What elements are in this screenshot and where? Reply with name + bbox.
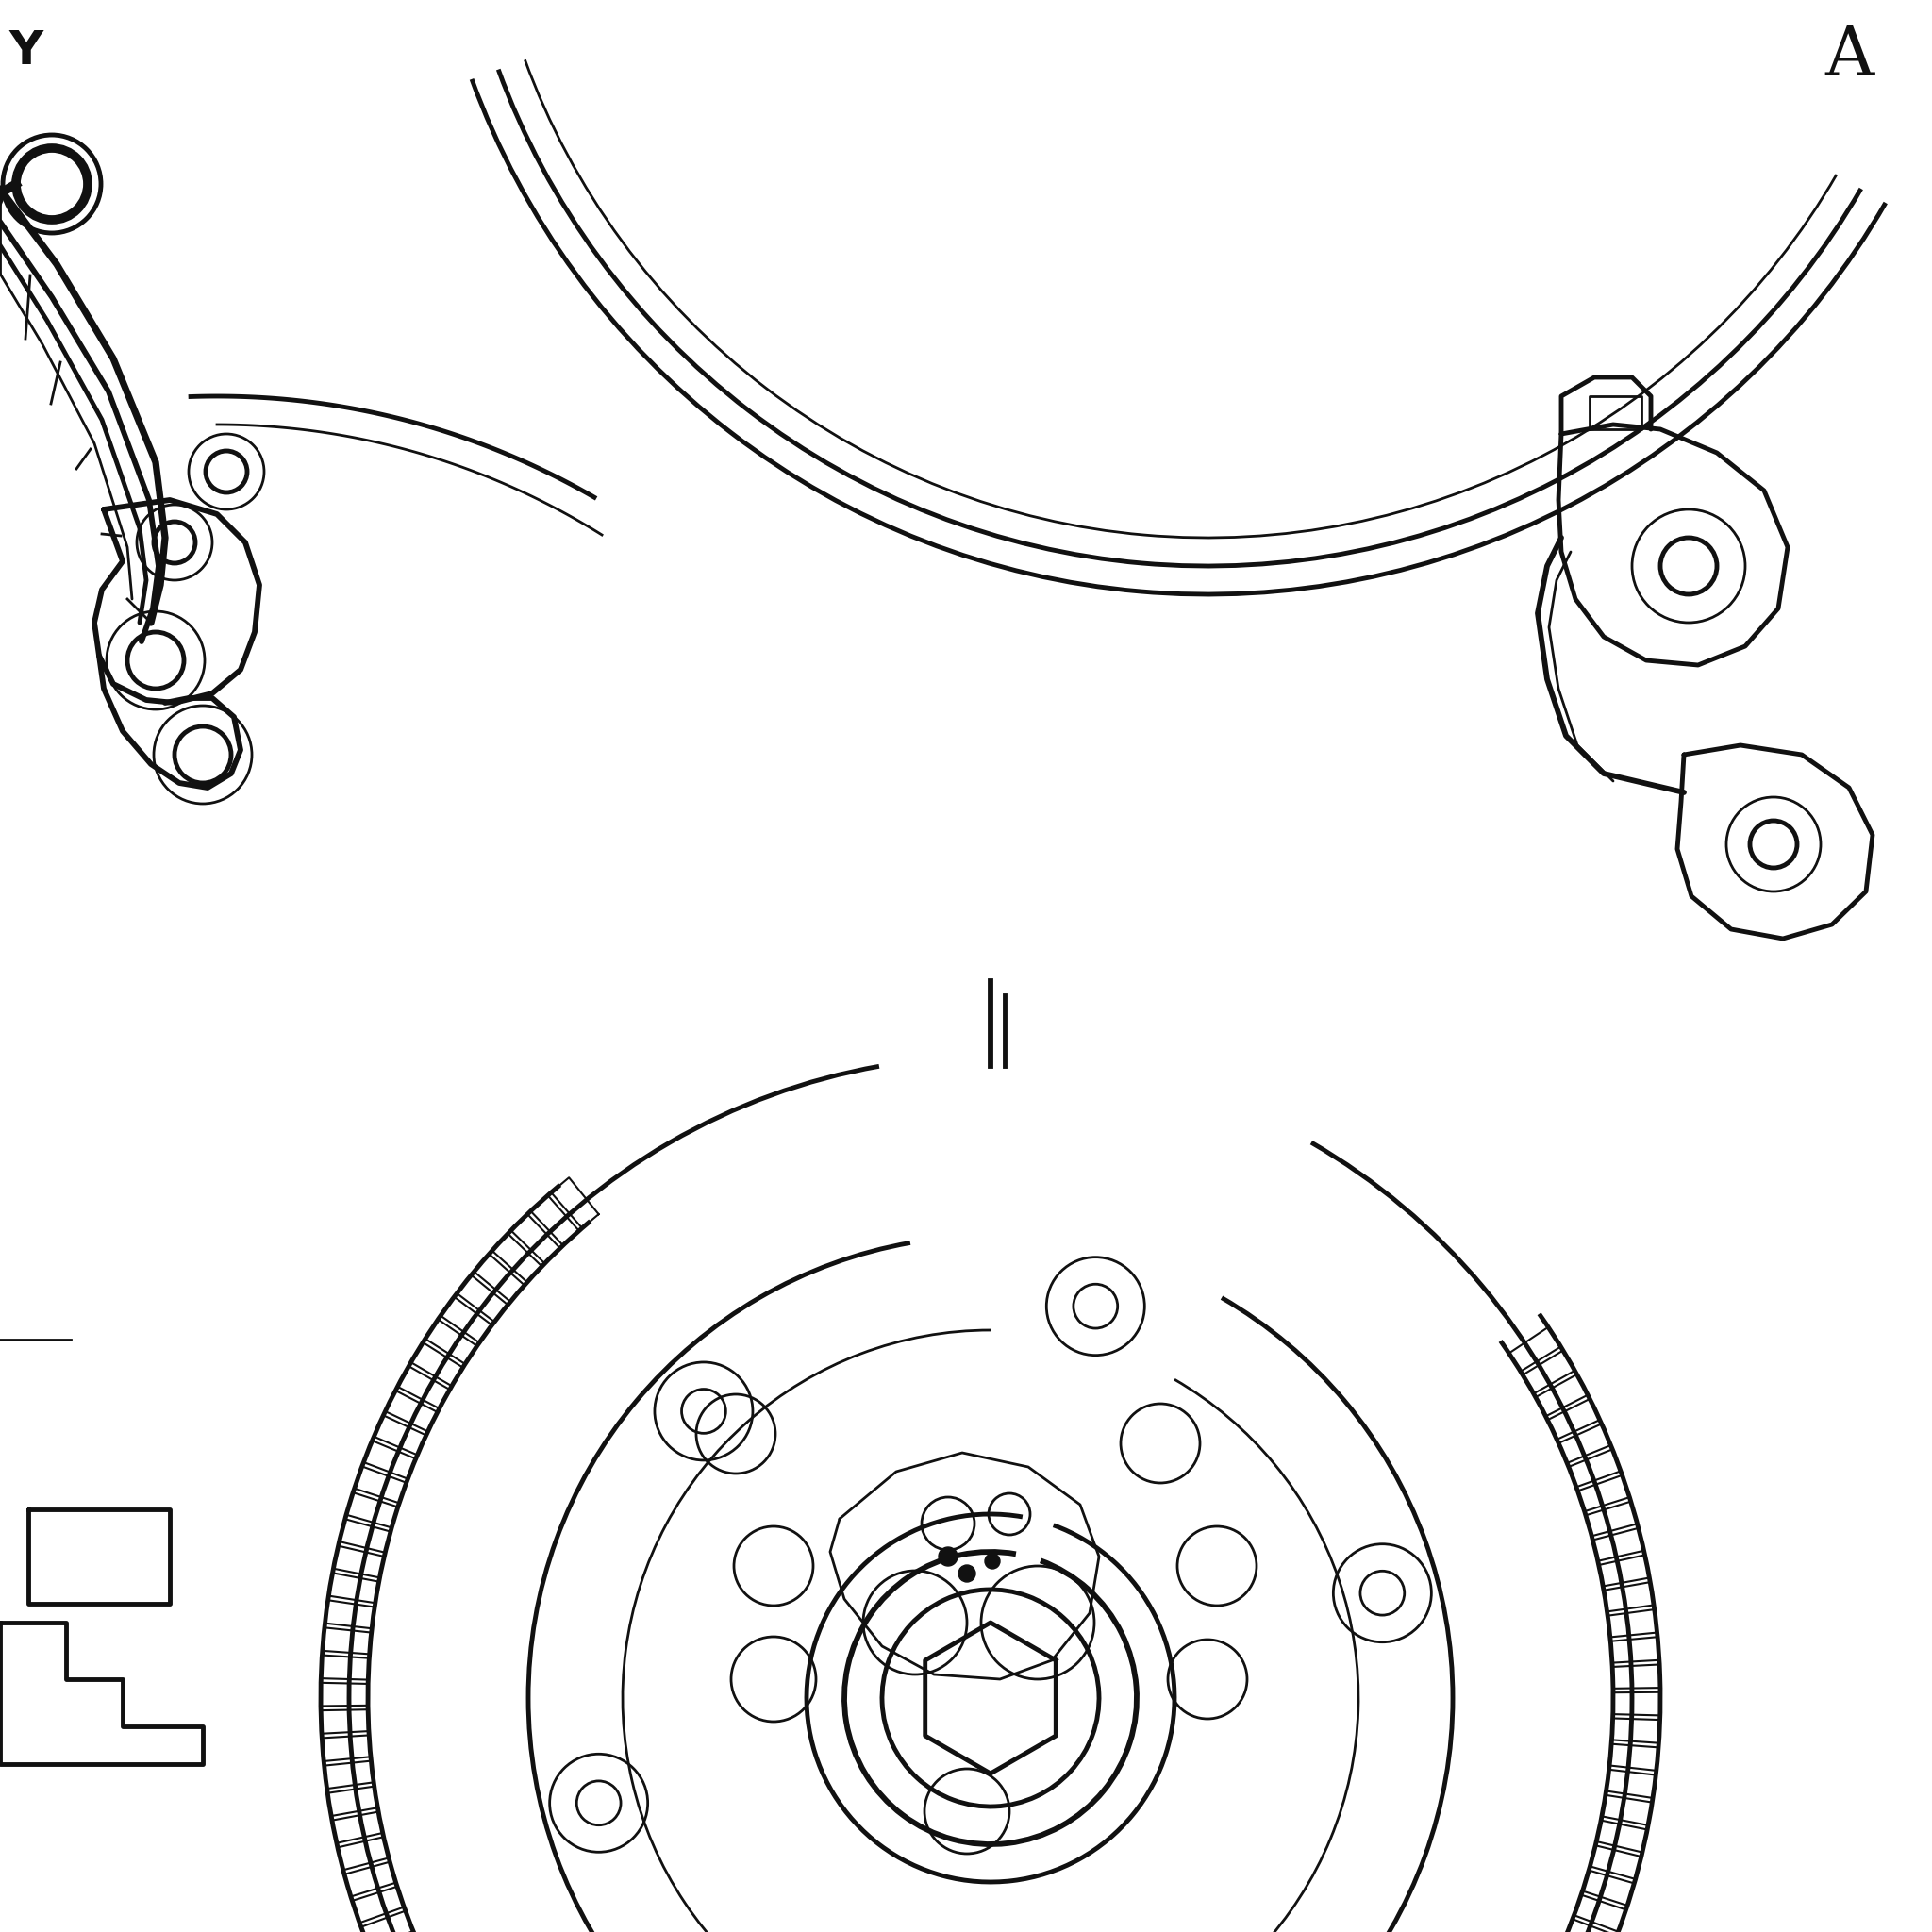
Text: Y: Y — [10, 29, 44, 73]
Circle shape — [985, 1553, 1001, 1569]
Circle shape — [958, 1565, 976, 1582]
Circle shape — [939, 1548, 958, 1567]
Text: A: A — [1824, 23, 1874, 91]
